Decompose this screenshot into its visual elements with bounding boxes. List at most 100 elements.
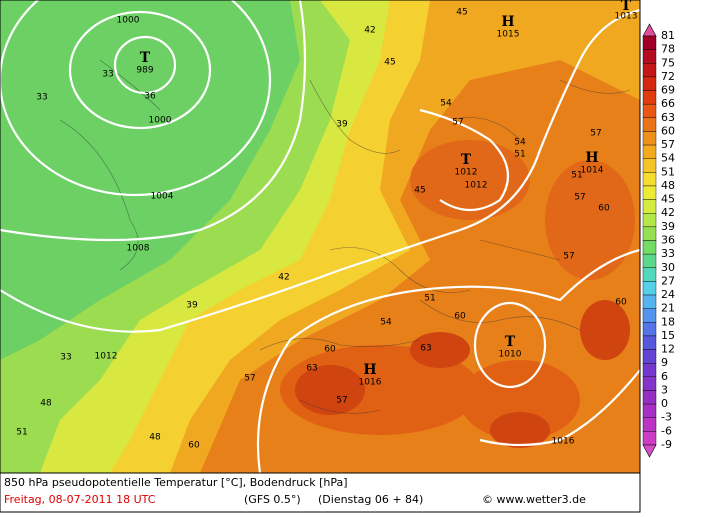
legend-label: 21 xyxy=(661,302,675,315)
contour-label: 42 xyxy=(364,26,375,36)
legend-label: -6 xyxy=(661,424,672,437)
contour-label: 57 xyxy=(336,396,347,406)
isobar-label: 1012 xyxy=(95,352,118,362)
legend-band xyxy=(642,76,657,91)
legend-cap xyxy=(642,444,657,458)
contour-label: 63 xyxy=(420,344,431,354)
hot-spot xyxy=(410,332,470,368)
legend-band xyxy=(642,213,657,228)
legend-label: 72 xyxy=(661,70,675,83)
contour-label: 39 xyxy=(336,120,348,130)
isobar xyxy=(473,301,547,389)
contour-label: 57 xyxy=(574,193,585,203)
legend-band xyxy=(642,117,657,132)
warm-zone-north xyxy=(430,0,520,70)
legend-band xyxy=(642,335,657,350)
contour-label: 54 xyxy=(440,99,452,109)
legend-band xyxy=(642,349,657,364)
legend-label: 12 xyxy=(661,343,675,356)
contour-label: 57 xyxy=(563,252,574,262)
contour-label: 42 xyxy=(278,273,289,283)
hot-spot xyxy=(545,160,635,280)
low-symbol: T xyxy=(621,0,632,14)
contour-label: 60 xyxy=(454,312,466,322)
footer-run: (Dienstag 06 + 84) xyxy=(318,493,423,506)
legend-label: 0 xyxy=(661,397,668,410)
center-pressure: 1014 xyxy=(581,166,604,176)
isobar-label: 1004 xyxy=(151,192,174,202)
contour-label: 57 xyxy=(452,118,463,128)
legend-label: 33 xyxy=(661,247,675,260)
contour-label: 60 xyxy=(324,345,336,355)
legend-band xyxy=(642,240,657,255)
contour-label: 33 xyxy=(60,353,71,363)
legend-band xyxy=(642,376,657,391)
legend-label: 48 xyxy=(661,179,675,192)
legend-band xyxy=(642,322,657,337)
legend-band xyxy=(642,281,657,296)
isobar xyxy=(68,10,212,130)
legend-label: -9 xyxy=(661,438,672,451)
legend-label: 81 xyxy=(661,29,675,42)
isobar xyxy=(0,0,307,242)
legend-band xyxy=(642,403,657,418)
legend-band xyxy=(642,417,657,432)
legend-label: 69 xyxy=(661,84,675,97)
legend-band xyxy=(642,226,657,241)
legend-band xyxy=(642,199,657,214)
isobar xyxy=(256,248,641,474)
isobar-label: 1016 xyxy=(552,437,575,447)
center-pressure: 1013 xyxy=(615,12,638,22)
isobar xyxy=(0,8,641,333)
legend-band xyxy=(642,63,657,78)
legend-label: 51 xyxy=(661,165,675,178)
legend-label: 63 xyxy=(661,111,675,124)
hot-spot xyxy=(295,365,365,415)
contour-label: 45 xyxy=(414,186,425,196)
legend-band xyxy=(642,390,657,405)
legend-band xyxy=(642,158,657,173)
isobar xyxy=(419,108,510,211)
legend-label: 15 xyxy=(661,329,675,342)
high-symbol: H xyxy=(363,362,376,378)
isobar-label: 1012 xyxy=(465,181,488,191)
legend-band xyxy=(642,431,657,446)
map xyxy=(0,0,641,474)
center-pressure: 1015 xyxy=(497,30,520,40)
contour-label: 45 xyxy=(456,8,467,18)
center-pressure: 989 xyxy=(136,66,153,76)
legend-band xyxy=(642,308,657,323)
low-symbol: T xyxy=(140,50,151,66)
center-pressure: 1010 xyxy=(499,350,522,360)
legend-label: 60 xyxy=(661,124,675,137)
contour-label: 54 xyxy=(380,318,392,328)
legend-label: 36 xyxy=(661,234,675,247)
legend-label: 45 xyxy=(661,193,675,206)
legend-band xyxy=(642,144,657,159)
contour-label: 57 xyxy=(244,374,255,384)
legend-band xyxy=(642,103,657,118)
contour-label: 48 xyxy=(40,399,52,409)
isobar-label: 1000 xyxy=(149,116,172,126)
footer-copyright: © www.wetter3.de xyxy=(482,493,586,506)
legend-band xyxy=(642,172,657,187)
isobar-labels: 1000 1000 1004 1008 1012 1012 1016 xyxy=(95,16,575,447)
legend-label: 3 xyxy=(661,383,668,396)
legend-band xyxy=(642,35,657,50)
legend-label: 54 xyxy=(661,152,675,165)
footer-date: Freitag, 08-07-2011 18 UTC xyxy=(4,493,156,506)
legend-band xyxy=(642,253,657,268)
legend-label: 75 xyxy=(661,56,675,69)
legend-label: 18 xyxy=(661,315,675,328)
hot-spot xyxy=(490,412,550,448)
legend-band xyxy=(642,131,657,146)
legend-band xyxy=(642,185,657,200)
contour-label: 36 xyxy=(144,92,156,102)
isobar xyxy=(0,0,272,197)
contour-label: 60 xyxy=(615,298,627,308)
low-symbol: T xyxy=(461,152,472,168)
contour-label: 60 xyxy=(598,204,610,214)
legend-label: 57 xyxy=(661,138,675,151)
legend-label: -3 xyxy=(661,411,672,424)
